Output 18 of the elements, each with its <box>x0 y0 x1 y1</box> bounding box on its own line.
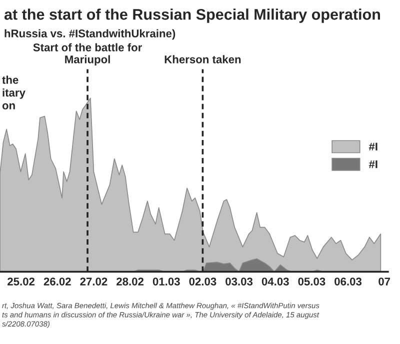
x-tick-label: 07 <box>378 278 390 286</box>
x-tick-label: 06.03 <box>334 278 362 286</box>
x-tick-label: 27.02 <box>80 278 108 286</box>
x-tick-label: 02.03 <box>189 278 216 286</box>
x-tick-label: 04.03 <box>262 278 289 286</box>
x-tick-label: 25.02 <box>8 278 35 286</box>
x-tick-label: 03.03 <box>226 278 253 286</box>
annotation: the itary on <box>2 76 26 110</box>
chart-subtitle: hRussia vs. #IStandwithUkraine) <box>4 29 176 40</box>
ref-line-label: Start of the battle for Mariupol <box>33 43 142 66</box>
x-tick-label: 05.03 <box>298 278 326 286</box>
x-tick-label: 28.02 <box>116 278 144 286</box>
x-tick-label: 26.02 <box>44 278 71 286</box>
legend-label: #I <box>368 142 378 150</box>
ref-line-label: Kherson taken <box>164 55 241 64</box>
x-tick-label: 01.03 <box>152 278 180 286</box>
legend-label: #I <box>368 160 378 168</box>
chart-title: at the start of the Russian Special Military operation <box>4 8 380 23</box>
